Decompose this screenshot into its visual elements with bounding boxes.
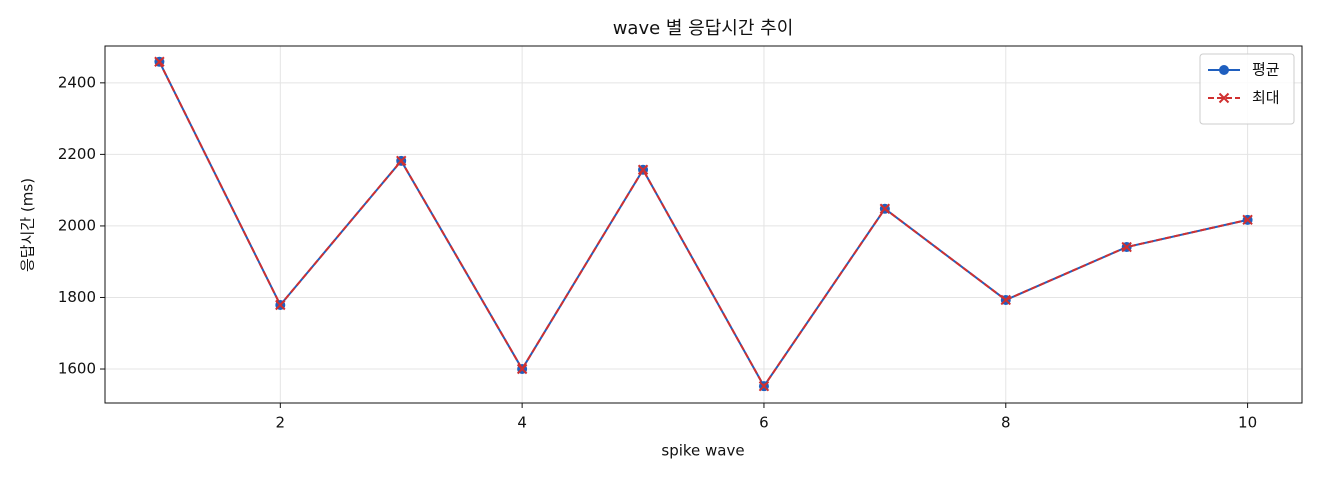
y-axis-label: 응답시간 (ms) bbox=[19, 178, 37, 272]
chart-title: wave 별 응답시간 추이 bbox=[613, 18, 794, 39]
y-tick-label: 2000 bbox=[58, 216, 96, 234]
marker bbox=[275, 299, 286, 311]
y-tick-label: 2400 bbox=[58, 73, 96, 91]
marker bbox=[154, 56, 165, 67]
marker bbox=[516, 363, 528, 375]
x-tick-label: 10 bbox=[1238, 414, 1257, 432]
line bbox=[158, 61, 1248, 389]
marker bbox=[396, 155, 407, 167]
x-tick-label: 8 bbox=[1001, 414, 1011, 432]
line bbox=[158, 61, 1248, 389]
x-tick-label: 2 bbox=[276, 414, 286, 432]
plot-frame bbox=[104, 45, 1303, 404]
marker bbox=[758, 380, 770, 392]
marker bbox=[879, 203, 891, 214]
marker bbox=[637, 164, 649, 175]
legend-label: 평균 bbox=[1252, 61, 1280, 79]
legend-box bbox=[1199, 53, 1295, 125]
y-tick-label: 1600 bbox=[58, 360, 96, 378]
marker bbox=[1121, 241, 1132, 253]
x-tick-label: 4 bbox=[517, 414, 527, 432]
x-tick-label: 6 bbox=[759, 414, 769, 432]
y-tick-label: 1800 bbox=[58, 288, 96, 306]
x-axis-label: spike wave bbox=[661, 442, 744, 460]
legend-label: 최대 bbox=[1252, 89, 1280, 107]
marker bbox=[1218, 92, 1230, 104]
marker bbox=[1219, 65, 1229, 75]
y-tick-label: 2200 bbox=[58, 145, 96, 163]
marker bbox=[1242, 214, 1253, 226]
marker bbox=[1000, 294, 1011, 306]
